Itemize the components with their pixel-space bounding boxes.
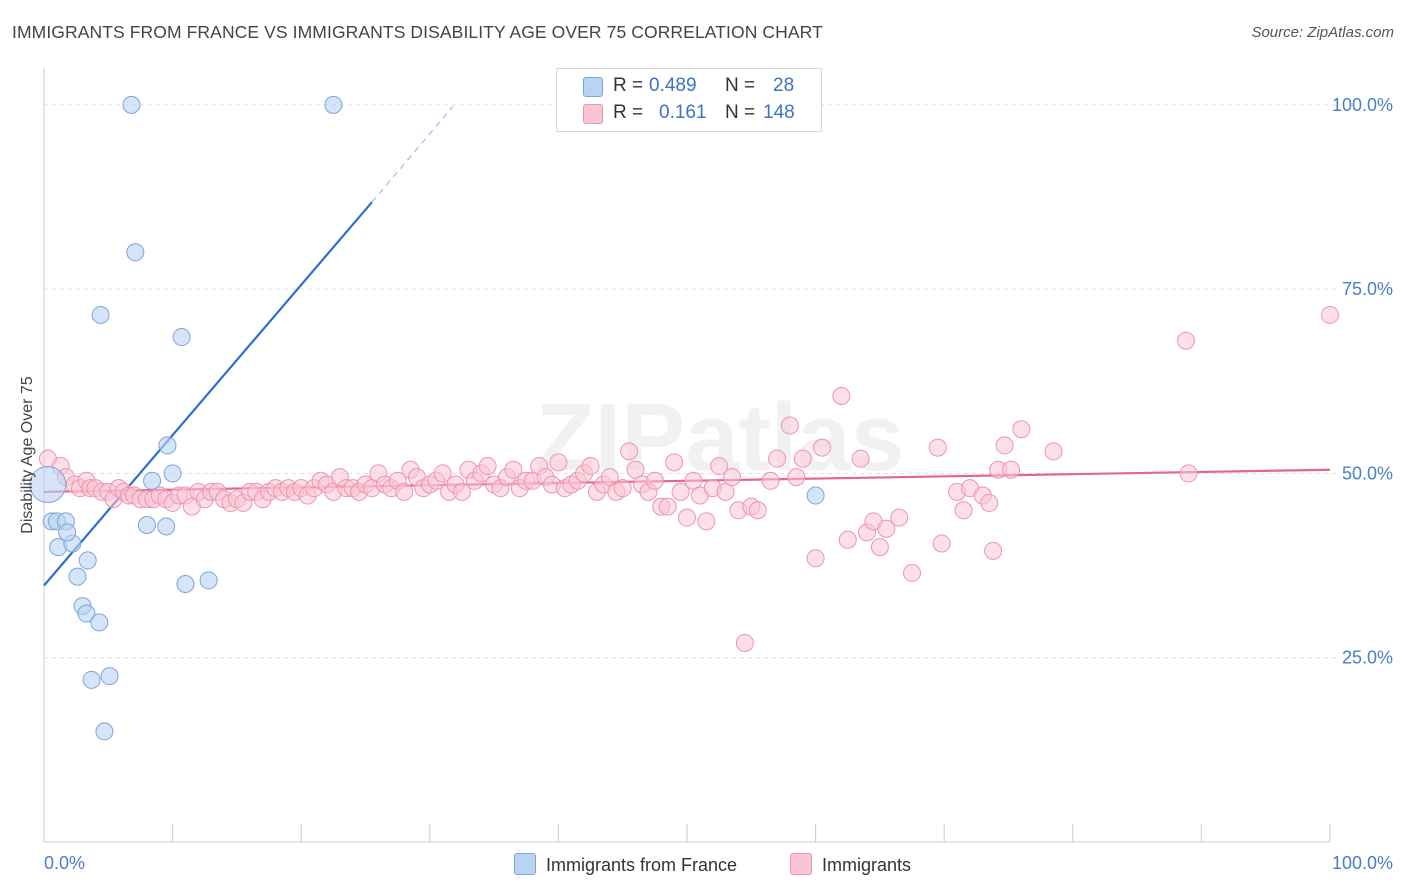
data-point-immigrants bbox=[980, 493, 999, 512]
legend-swatch-pink bbox=[790, 853, 812, 875]
legend-item-france: Immigrants from France bbox=[514, 853, 737, 876]
data-point-immigrants bbox=[851, 449, 870, 468]
data-point-immigrants bbox=[1176, 331, 1195, 350]
data-point-immigrants bbox=[1044, 442, 1063, 461]
legend-swatch-blue bbox=[514, 853, 536, 875]
legend-label-france: Immigrants from France bbox=[546, 855, 738, 875]
data-point-immigrants bbox=[890, 508, 909, 527]
data-point-france bbox=[126, 243, 145, 262]
data-point-france bbox=[122, 95, 141, 114]
legend-label-immigrants: Immigrants bbox=[822, 855, 912, 875]
data-point-immigrants bbox=[678, 508, 696, 527]
data-point-immigrants bbox=[549, 453, 568, 472]
data-point-immigrants bbox=[433, 464, 452, 483]
data-point-immigrants bbox=[832, 387, 851, 406]
n-label: N = bbox=[725, 102, 756, 123]
data-point-immigrants bbox=[645, 471, 664, 490]
data-point-immigrants bbox=[954, 501, 973, 520]
data-point-france bbox=[157, 517, 176, 536]
chart-title: IMMIGRANTS FROM FRANCE VS IMMIGRANTS DIS… bbox=[12, 22, 823, 42]
data-point-immigrants bbox=[697, 512, 716, 531]
data-point-immigrants bbox=[806, 549, 825, 568]
data-point-immigrants bbox=[838, 530, 857, 549]
data-point-immigrants bbox=[780, 416, 799, 435]
data-point-immigrants bbox=[995, 436, 1014, 455]
data-point-immigrants bbox=[710, 457, 729, 476]
x-tick-label: 100.0% bbox=[1332, 853, 1393, 873]
data-point-france bbox=[100, 667, 119, 686]
source-label: Source: ZipAtlas.com bbox=[1251, 24, 1394, 41]
data-point-immigrants bbox=[748, 501, 767, 520]
data-point-france bbox=[95, 722, 114, 741]
y-tick-label: 50.0% bbox=[1342, 463, 1393, 483]
data-point-france bbox=[91, 305, 110, 324]
data-point-immigrants bbox=[658, 497, 677, 516]
data-point-immigrants bbox=[793, 449, 812, 468]
data-point-immigrants bbox=[581, 457, 600, 476]
data-point-immigrants bbox=[870, 538, 889, 557]
legend-swatch-pink bbox=[583, 104, 603, 124]
data-point-france bbox=[199, 571, 218, 590]
y-tick-label: 100.0% bbox=[1332, 95, 1393, 115]
data-point-immigrants bbox=[1321, 305, 1339, 324]
x-tick-label: 0.0% bbox=[44, 853, 85, 873]
data-point-france bbox=[29, 465, 67, 503]
data-points bbox=[29, 95, 1339, 741]
data-point-immigrants bbox=[903, 563, 922, 582]
data-point-immigrants bbox=[1179, 464, 1198, 483]
r-label: R = bbox=[613, 102, 644, 123]
r-value: 0.161 bbox=[659, 102, 707, 123]
n-value: 148 bbox=[763, 102, 795, 123]
data-point-immigrants bbox=[932, 534, 951, 553]
data-point-france bbox=[176, 575, 195, 593]
data-point-immigrants bbox=[813, 438, 832, 457]
data-point-immigrants bbox=[671, 482, 690, 501]
data-point-france bbox=[90, 613, 109, 632]
data-point-immigrants bbox=[1012, 420, 1031, 439]
n-value: 28 bbox=[773, 75, 795, 96]
data-point-france bbox=[82, 670, 101, 689]
legend-item-immigrants: Immigrants bbox=[790, 853, 911, 876]
data-point-immigrants bbox=[620, 442, 639, 461]
y-tick-label: 75.0% bbox=[1342, 279, 1393, 299]
data-point-immigrants bbox=[984, 541, 1003, 560]
data-point-immigrants bbox=[613, 479, 632, 498]
data-point-immigrants bbox=[395, 482, 414, 501]
correlation-legend: R = 0.489 N = 28 R = 0.161 N = 148 bbox=[556, 68, 822, 132]
trend-line-france-extension bbox=[371, 105, 454, 203]
data-point-immigrants bbox=[478, 457, 497, 476]
y-axis-title: Disability Age Over 75 bbox=[19, 376, 36, 534]
data-point-france bbox=[806, 486, 825, 505]
grid-lines bbox=[44, 104, 1340, 659]
data-point-france bbox=[158, 436, 177, 455]
n-label: N = bbox=[725, 75, 756, 96]
data-point-immigrants bbox=[877, 519, 896, 538]
data-point-france bbox=[68, 567, 87, 586]
data-point-france bbox=[77, 604, 96, 623]
data-point-france bbox=[172, 328, 191, 347]
data-point-france bbox=[58, 523, 77, 542]
data-point-immigrants bbox=[735, 633, 754, 652]
r-value: 0.489 bbox=[649, 75, 697, 96]
data-point-immigrants bbox=[768, 449, 787, 468]
data-point-immigrants bbox=[787, 468, 806, 487]
data-point-france bbox=[163, 464, 182, 483]
data-point-immigrants bbox=[452, 482, 471, 501]
data-point-immigrants bbox=[761, 471, 780, 490]
data-point-france bbox=[78, 551, 97, 570]
tick-labels: 25.0% 50.0% 75.0% 100.0% 0.0% 100.0% bbox=[44, 95, 1393, 873]
data-point-immigrants bbox=[928, 438, 947, 457]
data-point-immigrants bbox=[723, 468, 742, 487]
legend-swatch-blue bbox=[583, 77, 603, 97]
data-point-france bbox=[324, 95, 343, 114]
data-point-france bbox=[143, 471, 162, 490]
y-tick-label: 25.0% bbox=[1342, 648, 1393, 668]
data-point-immigrants bbox=[665, 453, 684, 472]
data-point-immigrants bbox=[504, 460, 523, 479]
data-point-france bbox=[137, 516, 156, 535]
r-label: R = bbox=[613, 75, 644, 96]
trend-line-france bbox=[43, 201, 373, 587]
data-point-immigrants bbox=[1002, 460, 1021, 479]
